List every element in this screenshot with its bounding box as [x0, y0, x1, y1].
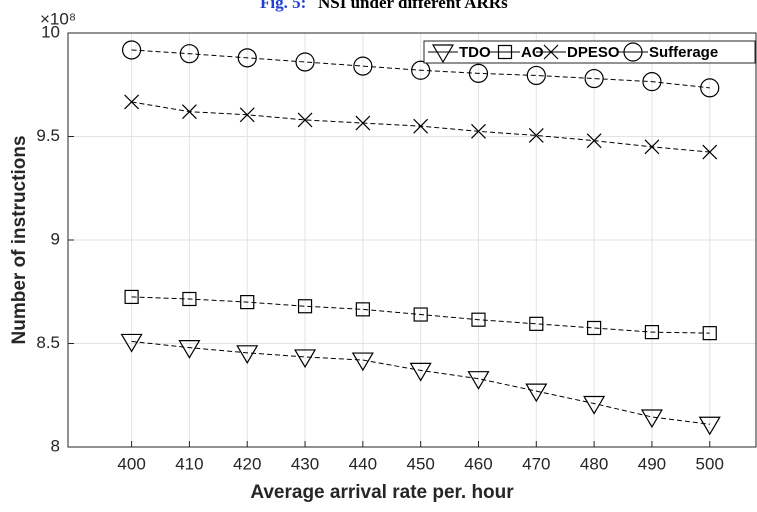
marker: [583, 395, 606, 415]
marker: [351, 352, 374, 372]
marker: [179, 44, 200, 64]
marker: [182, 291, 197, 307]
marker: [178, 340, 201, 359]
marker: [413, 307, 428, 322]
marker: [293, 349, 317, 369]
marker: [586, 133, 602, 149]
marker: [698, 416, 721, 436]
x-tick-label: 440: [349, 454, 377, 473]
x-tick-label: 460: [464, 454, 492, 473]
marker: [468, 63, 489, 83]
marker: [471, 312, 486, 327]
marker: [297, 299, 313, 314]
marker: [295, 52, 315, 72]
marker: [623, 42, 643, 62]
marker: [411, 60, 431, 80]
marker: [236, 345, 259, 364]
marker: [237, 48, 257, 68]
legend-label: Sufferage: [649, 44, 718, 61]
x-tick-label: 450: [406, 454, 434, 473]
marker: [584, 68, 604, 89]
marker: [355, 302, 370, 317]
series-line: [131, 49, 710, 89]
marker: [587, 320, 602, 336]
figure-label: Fig. 5:: [260, 0, 306, 12]
marker: [644, 325, 660, 340]
y-tick-label: 9.5: [36, 126, 60, 145]
marker: [240, 295, 255, 310]
marker: [181, 104, 197, 120]
marker: [525, 383, 548, 403]
marker: [239, 107, 255, 123]
marker: [121, 40, 142, 60]
x-axis-label: Average arrival rate per. hour: [250, 482, 514, 503]
legend-label: TDO: [459, 44, 491, 61]
x-tick-label: 430: [291, 454, 319, 473]
legend: TDO AO DPESO Sufferage: [423, 40, 756, 64]
marker: [640, 409, 663, 429]
marker: [467, 371, 490, 390]
marker: [120, 333, 143, 353]
marker: [431, 44, 455, 64]
x-tick-label: 410: [175, 454, 203, 473]
x-tick-label: 470: [522, 454, 550, 473]
marker: [353, 56, 373, 76]
y-tick-label: 10: [41, 22, 60, 41]
x-tick-label: 400: [117, 454, 145, 473]
legend-label: DPESO: [567, 44, 620, 61]
marker: [526, 65, 546, 86]
y-tick-label: 8.5: [36, 333, 60, 352]
y-axis-label: Number of instructions: [9, 135, 30, 344]
marker: [124, 289, 139, 305]
y-tick-label: 9: [51, 229, 60, 248]
x-tick-label: 500: [696, 454, 724, 473]
x-tick-label: 420: [233, 454, 261, 473]
chart-title: NSI under different ARRs: [318, 0, 508, 12]
x-tick-label: 490: [638, 454, 666, 473]
marker: [700, 78, 720, 98]
x-tick-label: 480: [580, 454, 608, 473]
plot-frame: [67, 32, 757, 448]
legend-box: [423, 40, 756, 64]
marker: [409, 362, 432, 382]
marker: [497, 44, 513, 60]
marker: [644, 139, 660, 155]
marker: [124, 94, 140, 110]
marker: [543, 44, 559, 60]
marker: [642, 72, 662, 92]
marker: [355, 115, 371, 131]
marker: [471, 123, 486, 139]
y-tick-label: 8: [51, 436, 60, 455]
marker: [702, 326, 717, 341]
marker: [297, 112, 313, 128]
marker: [413, 118, 429, 134]
series-line: [131, 296, 710, 334]
y-multiplier: ×10⁸: [40, 9, 76, 28]
series-line: [131, 340, 710, 425]
marker: [528, 128, 544, 143]
marker: [702, 144, 718, 160]
marker: [529, 316, 544, 331]
legend-label: AO: [521, 44, 544, 61]
